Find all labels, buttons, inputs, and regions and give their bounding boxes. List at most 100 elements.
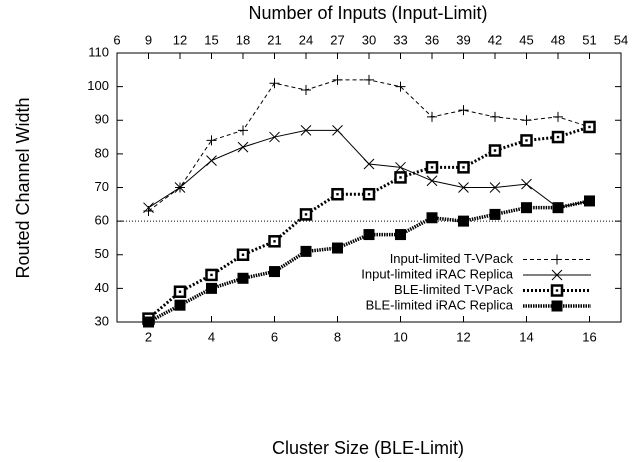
marker: [395, 161, 406, 173]
x2-tick-label: 30: [362, 32, 376, 47]
marker: [269, 266, 280, 278]
marker: [425, 161, 439, 174]
y-tick-label: 40: [95, 280, 109, 295]
x-tick-label: 4: [208, 329, 215, 344]
y-tick-label: 80: [95, 145, 109, 160]
marker: [521, 178, 532, 190]
marker-dot: [273, 240, 276, 243]
marker: [426, 175, 438, 187]
marker: [205, 268, 218, 282]
marker: [552, 202, 564, 214]
y-tick-label: 100: [87, 78, 109, 93]
x2-tick-label: 54: [614, 32, 628, 47]
marker-dot: [525, 139, 528, 142]
marker: [395, 229, 406, 241]
x2-tick-label: 27: [330, 32, 344, 47]
marker: [583, 120, 596, 134]
marker: [395, 81, 406, 92]
marker: [332, 74, 343, 85]
marker: [520, 134, 533, 147]
x2-tick-label: 39: [456, 32, 470, 47]
x2-tick-label: 48: [551, 32, 565, 47]
marker: [332, 242, 343, 254]
marker: [236, 248, 250, 261]
marker: [174, 299, 186, 311]
marker: [269, 131, 280, 143]
legend-label: BLE-limited iRAC Replica: [366, 297, 514, 312]
marker-dot: [493, 149, 497, 152]
marker: [521, 115, 532, 126]
y-tick-label: 30: [95, 313, 109, 328]
marker: [458, 182, 469, 193]
marker-dot: [556, 135, 560, 139]
x2-tick-label: 33: [393, 32, 407, 47]
marker: [206, 155, 217, 166]
marker-dot: [241, 253, 245, 256]
marker: [394, 171, 407, 184]
x2-tick-label: 21: [267, 32, 281, 47]
marker: [174, 182, 186, 193]
legend-item: Input-limited iRAC Replica: [361, 266, 591, 281]
legend-label: Input-limited T-VPack: [390, 251, 514, 266]
marker: [301, 84, 311, 95]
marker-dot: [588, 125, 591, 129]
marker-dot: [210, 273, 213, 277]
x2-tick-label: 24: [299, 32, 313, 47]
legend-item: BLE-limited iRAC Replica: [366, 297, 591, 312]
marker: [488, 144, 502, 157]
marker: [521, 202, 532, 214]
marker: [268, 235, 281, 248]
marker-dot: [430, 166, 434, 169]
marker: [363, 158, 375, 170]
marker: [551, 269, 563, 281]
marker: [143, 202, 154, 214]
plot-frame: [116, 52, 622, 323]
x-tick-label: 14: [519, 329, 533, 344]
marker: [299, 208, 313, 221]
x2-tick-label: 36: [425, 32, 439, 47]
marker-dot: [304, 213, 308, 216]
marker: [300, 124, 312, 136]
marker: [551, 130, 565, 144]
x2-tick-label: 45: [519, 32, 533, 47]
y-tick-label: 50: [95, 246, 109, 261]
x2-tick-label: 18: [236, 32, 250, 47]
x-tick-label: 10: [393, 329, 407, 344]
y-tick-label: 60: [95, 213, 109, 228]
marker-dot: [462, 166, 465, 169]
y-tick-label: 70: [95, 179, 109, 194]
legend-label: Input-limited iRAC Replica: [361, 266, 513, 281]
marker: [551, 300, 563, 312]
marker: [173, 285, 187, 298]
marker: [300, 245, 312, 257]
marker-dot: [555, 289, 559, 292]
x-tick-label: 16: [582, 329, 596, 344]
x2-tick-label: 42: [488, 32, 502, 47]
marker: [206, 135, 217, 146]
x-tick-label: 12: [456, 329, 470, 344]
x2-tick-label: 51: [582, 32, 596, 47]
series-line: [147, 125, 590, 320]
marker: [458, 215, 469, 227]
marker-dot: [367, 193, 371, 196]
marker: [426, 212, 438, 224]
marker: [206, 282, 217, 294]
marker: [489, 208, 501, 220]
x-tick-label: 2: [145, 329, 152, 344]
marker: [269, 78, 280, 89]
marker: [490, 111, 500, 122]
marker: [458, 105, 469, 116]
marker-dot: [336, 193, 339, 196]
marker: [363, 229, 375, 241]
marker-dot: [399, 176, 402, 179]
legend-item: BLE-limited T-VPack: [394, 282, 591, 297]
x2-tick-label: 6: [113, 32, 120, 47]
marker: [489, 182, 501, 193]
y-tick-label: 110: [88, 44, 109, 59]
x2-axis-label: Number of Inputs (Input-Limit): [248, 3, 487, 23]
y-axis-label: Routed Channel Width: [13, 97, 33, 278]
x-axis-label: Cluster Size (BLE-Limit): [272, 438, 464, 458]
x2-tick-label: 15: [204, 32, 218, 47]
